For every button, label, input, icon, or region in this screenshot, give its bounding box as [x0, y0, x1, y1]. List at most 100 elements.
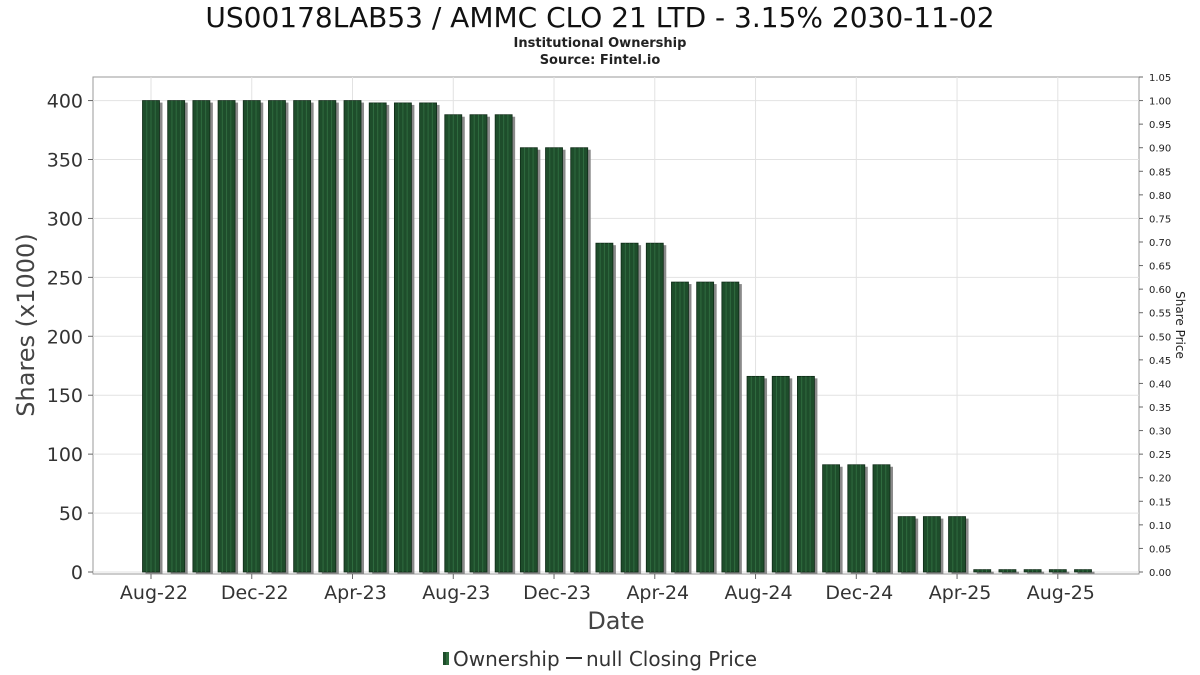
- y2-tick-label: 0.90: [1149, 144, 1171, 155]
- y-axis-right: 0.00 0.05 0.10 0.15 0.20 0.25 0.30 0.35 0.40 0.45…: [1139, 73, 1171, 579]
- bar: [822, 464, 843, 574]
- y2-tick-label: 0.60: [1149, 285, 1171, 296]
- bar: [469, 114, 490, 574]
- y2-tick-label: 0.85: [1149, 167, 1171, 178]
- y-tick-label: 300: [47, 208, 83, 230]
- y-tick-label: 50: [59, 503, 83, 525]
- y2-tick-label: 1.05: [1149, 73, 1171, 84]
- bar: [797, 375, 818, 574]
- bar: [746, 375, 768, 574]
- bar: [318, 100, 339, 575]
- bar: [771, 375, 793, 574]
- bar: [620, 242, 642, 574]
- x-tick-label: Dec-23: [523, 582, 591, 604]
- bar: [948, 516, 969, 574]
- bar: [419, 102, 440, 574]
- y2-tick-label: 0.65: [1149, 262, 1171, 273]
- bar: [519, 147, 541, 574]
- bar-shadow: [1052, 571, 1070, 574]
- x-axis-label: Date: [587, 607, 644, 635]
- legend-price-label: null Closing Price: [586, 647, 757, 671]
- y-tick-label: 200: [47, 326, 83, 348]
- bar: [343, 100, 365, 575]
- bar: [268, 100, 289, 575]
- bar: [142, 100, 163, 575]
- bar: [998, 569, 1019, 574]
- x-tick-label: Apr-25: [929, 582, 992, 604]
- y-tick-label: 0: [71, 562, 83, 584]
- y2-tick-label: 0.15: [1149, 497, 1171, 508]
- y2-tick-label: 0.05: [1149, 544, 1171, 555]
- bar: [167, 100, 188, 575]
- y-axis-left: 0 50 100 150 200 250 300 350 400: [47, 91, 93, 584]
- x-tick-label: Aug-22: [120, 582, 188, 604]
- y2-tick-label: 0.80: [1149, 191, 1171, 202]
- bar: [494, 114, 516, 574]
- legend-ownership-swatch: [443, 652, 446, 665]
- bar: [192, 100, 213, 575]
- legend: Ownership null Closing Price: [443, 647, 757, 671]
- y-tick-label: 100: [47, 444, 83, 466]
- y2-tick-label: 0.50: [1149, 332, 1171, 343]
- y2-axis-label: Share Price: [1173, 291, 1187, 359]
- bar: [1023, 569, 1045, 574]
- bar-shadow: [976, 571, 994, 574]
- y-tick-label: 350: [47, 150, 83, 172]
- legend-ownership-label: Ownership: [453, 647, 560, 671]
- bar: [973, 569, 994, 574]
- bar-shadow: [1027, 571, 1045, 574]
- bar: [847, 464, 868, 574]
- y2-tick-label: 1.00: [1149, 97, 1171, 108]
- bar: [545, 147, 566, 574]
- bar: [922, 516, 944, 574]
- x-tick-label: Apr-23: [324, 582, 387, 604]
- y-tick-label: 150: [47, 385, 83, 407]
- bar: [242, 100, 264, 575]
- y2-tick-label: 0.40: [1149, 379, 1171, 390]
- y-tick-label: 250: [47, 267, 83, 289]
- x-tick-label: Aug-25: [1027, 582, 1095, 604]
- bar: [696, 281, 717, 574]
- y-axis-label: Shares (x1000): [12, 233, 40, 416]
- chart-source: Source: Fintel.io: [540, 53, 661, 68]
- bar: [645, 242, 667, 574]
- bar: [595, 242, 616, 574]
- bar: [897, 516, 919, 574]
- bar-series-ownership: [142, 100, 1095, 575]
- bar: [671, 281, 692, 574]
- y2-tick-label: 0.95: [1149, 120, 1171, 131]
- x-tick-label: Aug-24: [724, 582, 792, 604]
- bar: [393, 102, 415, 574]
- bar-shadow: [1001, 571, 1019, 574]
- bar: [217, 100, 239, 575]
- chart-title: US00178LAB53 / AMMC CLO 21 LTD - 3.15% 2…: [205, 1, 994, 34]
- y2-tick-label: 0.55: [1149, 309, 1171, 320]
- bar: [444, 114, 465, 574]
- y2-tick-label: 0.00: [1149, 568, 1171, 579]
- bar: [872, 464, 893, 574]
- bar: [1074, 569, 1095, 574]
- bar: [570, 147, 591, 574]
- bar: [1048, 569, 1070, 574]
- y2-tick-label: 0.30: [1149, 427, 1171, 438]
- y2-tick-label: 0.10: [1149, 521, 1171, 532]
- x-tick-label: Dec-24: [825, 582, 893, 604]
- x-axis: Aug-22 Dec-22 Apr-23 Aug-23 Dec-23 Apr-24 Aug-…: [120, 574, 1095, 604]
- chart-subtitle: Institutional Ownership: [514, 36, 687, 51]
- y2-tick-label: 0.45: [1149, 356, 1171, 367]
- y2-tick-label: 0.20: [1149, 474, 1171, 485]
- legend-ownership-swatch-shade: [446, 652, 449, 665]
- bar: [721, 281, 742, 574]
- y2-tick-label: 0.75: [1149, 214, 1171, 225]
- y2-tick-label: 0.25: [1149, 450, 1171, 461]
- y-tick-label: 400: [47, 91, 83, 113]
- bar: [293, 100, 314, 575]
- x-tick-label: Apr-24: [626, 582, 689, 604]
- y2-tick-label: 0.70: [1149, 238, 1171, 249]
- bar-shadow: [1077, 571, 1095, 574]
- bar: [368, 102, 390, 574]
- x-tick-label: Aug-23: [422, 582, 490, 604]
- x-tick-label: Dec-22: [221, 582, 289, 604]
- y2-tick-label: 0.35: [1149, 403, 1171, 414]
